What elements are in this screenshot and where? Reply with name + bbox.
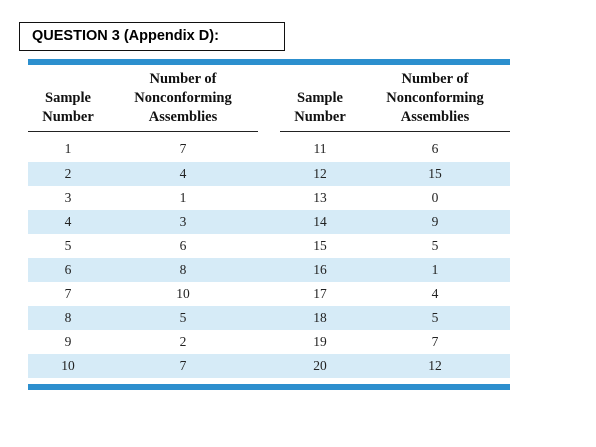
table-row: 2 4 12 15 <box>28 162 510 186</box>
gap-cell <box>258 132 280 163</box>
nonconforming-count-cell: 2 <box>179 334 187 349</box>
data-table: Sample Number Number of Nonconforming Assem… <box>28 59 510 390</box>
nonconforming-count-cell: 7 <box>179 141 187 156</box>
table-row: 6 8 16 1 <box>28 258 510 282</box>
nonconforming-count-cell: 3 <box>108 210 258 234</box>
nonconforming-count-cell: 5 <box>108 306 258 330</box>
sample-number-cell: 3 <box>64 190 72 205</box>
sample-number-cell: 9 <box>64 334 72 349</box>
table-row: 5 6 15 5 <box>28 234 510 258</box>
sample-number-cell: 5 <box>64 238 72 253</box>
sample-number-cell: 1 <box>64 141 72 156</box>
sample-number-cell: 6 <box>28 258 108 282</box>
table-bottom-rule <box>28 384 510 390</box>
sample-number-cell: 18 <box>280 306 360 330</box>
sample-number-cell: 11 <box>313 141 327 156</box>
sample-number-cell: 8 <box>28 306 108 330</box>
nonconforming-count-cell: 5 <box>360 306 510 330</box>
sample-number-cell: 7 <box>64 286 72 301</box>
header-sample-number-right: Sample Number <box>280 65 360 132</box>
gap-cell <box>258 330 280 354</box>
table-row: 7 10 17 4 <box>28 282 510 306</box>
nonconforming-count-cell: 7 <box>108 354 258 378</box>
gap-cell <box>258 210 280 234</box>
sample-number-cell: 16 <box>280 258 360 282</box>
sample-number-cell: 19 <box>313 334 327 349</box>
nonconforming-count-cell: 4 <box>108 162 258 186</box>
sample-number-cell: 14 <box>280 210 360 234</box>
nonconforming-count-cell: 9 <box>360 210 510 234</box>
sample-number-cell: 12 <box>280 162 360 186</box>
gap-cell <box>258 186 280 210</box>
gap-cell <box>258 162 280 186</box>
sample-number-cell: 2 <box>28 162 108 186</box>
table-row: 8 5 18 5 <box>28 306 510 330</box>
nonconforming-count-cell: 1 <box>179 190 187 205</box>
sample-number-cell: 20 <box>280 354 360 378</box>
gap-cell <box>258 258 280 282</box>
header-nonconforming-right: Number of Nonconforming Assemblies <box>360 65 510 132</box>
header-nonconforming-left: Number of Nonconforming Assemblies <box>108 65 258 132</box>
table-body: 1 7 11 6 2 4 12 15 3 1 13 0 4 3 14 9 5 6 15 5 6 8 16 1 7 10 17 4 8 5 1… <box>28 132 510 378</box>
gap-cell <box>258 282 280 306</box>
nonconforming-count-cell: 5 <box>431 238 439 253</box>
gap-cell <box>258 354 280 378</box>
table-top-rule <box>28 59 510 65</box>
sample-number-cell: 10 <box>28 354 108 378</box>
table-row: 4 3 14 9 <box>28 210 510 234</box>
question-label: QUESTION 3 (Appendix D): <box>19 22 285 51</box>
gap-cell <box>258 306 280 330</box>
table-row: 10 7 20 12 <box>28 354 510 378</box>
nonconforming-count-cell: 7 <box>431 334 439 349</box>
sample-number-cell: 13 <box>313 190 327 205</box>
table-row: 3 1 13 0 <box>28 186 510 210</box>
nonconforming-count-cell: 0 <box>431 190 439 205</box>
header-sample-number-left: Sample Number <box>28 65 108 132</box>
nonconforming-count-cell: 8 <box>108 258 258 282</box>
table-row: 1 7 11 6 <box>28 132 510 163</box>
table-row: 9 2 19 7 <box>28 330 510 354</box>
nonconforming-count-cell: 1 <box>360 258 510 282</box>
nonconforming-count-cell: 10 <box>176 286 190 301</box>
nonconforming-count-cell: 6 <box>431 141 439 156</box>
nonconforming-count-cell: 15 <box>360 162 510 186</box>
nonconforming-count-cell: 6 <box>179 238 187 253</box>
sample-number-cell: 15 <box>313 238 327 253</box>
nonconforming-count-cell: 4 <box>431 286 439 301</box>
sample-number-cell: 4 <box>28 210 108 234</box>
sample-number-cell: 17 <box>313 286 327 301</box>
gap-cell <box>258 234 280 258</box>
nonconforming-count-cell: 12 <box>360 354 510 378</box>
